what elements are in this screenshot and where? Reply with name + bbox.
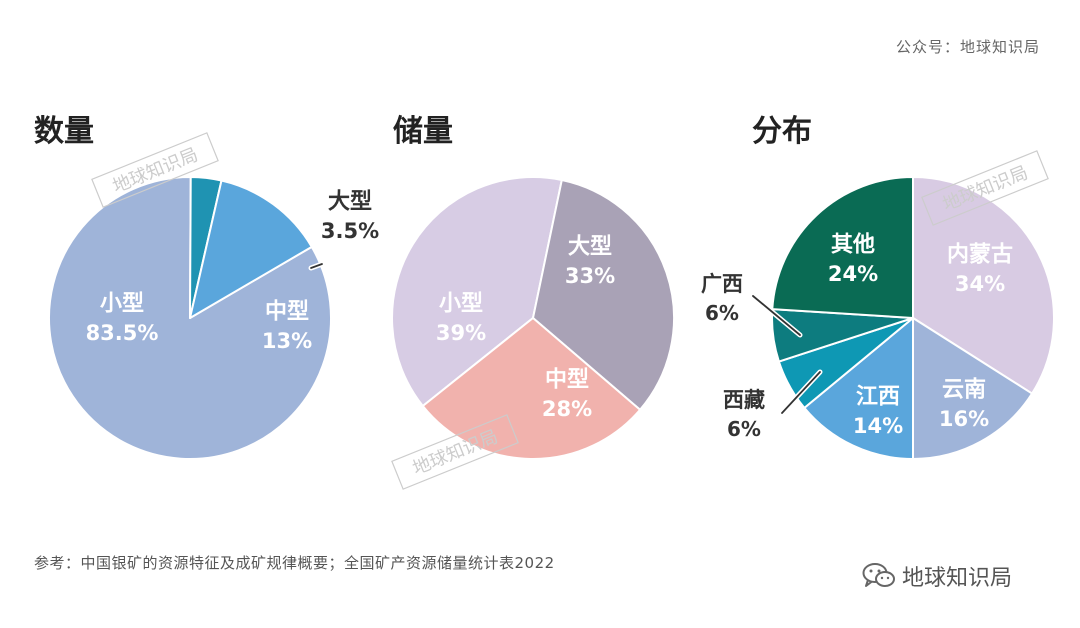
pie-0: [48, 175, 332, 460]
slice-value: 13%: [262, 329, 312, 353]
panel-title-reserves: 储量: [393, 114, 453, 149]
pie-slice: [421, 317, 642, 460]
pie-slice: [771, 176, 914, 319]
slice-value: 24%: [828, 262, 878, 286]
source-citation: 参考：中国银矿的资源特征及成矿规律概要；全国矿产资源储量统计表2022: [34, 554, 555, 572]
slice-label: 大型: [328, 190, 372, 215]
slice-value: 16%: [939, 407, 989, 431]
leader-line: [781, 371, 821, 414]
slice-value: 6%: [727, 417, 761, 441]
slice-label: 其他: [831, 233, 875, 258]
slice-label: 西藏: [723, 388, 765, 412]
slice-label: 小型: [439, 292, 483, 317]
pie-2: [771, 176, 1055, 460]
slice-label: 小型: [100, 292, 144, 317]
footer-brand: 地球知识局: [862, 560, 1012, 592]
slice-label: 中型: [265, 300, 309, 325]
header-credit: 公众号：地球知识局: [895, 38, 1040, 56]
slice-label: 云南: [942, 378, 986, 403]
slice-value: 14%: [853, 414, 903, 438]
slice-value: 28%: [542, 397, 592, 421]
slice-label: 大型: [568, 235, 612, 260]
slice-label: 江西: [856, 385, 900, 410]
leader-line: [310, 263, 323, 269]
slice-value: 6%: [705, 301, 739, 325]
pie-slice: [803, 317, 914, 460]
panel-title-count: 数量: [34, 114, 94, 149]
slice-value: 39%: [436, 321, 486, 345]
pie-slice: [189, 179, 313, 319]
slice-label: 广西: [701, 272, 743, 296]
pie-slice: [391, 176, 563, 407]
pie-slice: [532, 178, 675, 411]
brand-name: 地球知识局: [902, 566, 1013, 591]
slice-value: 3.5%: [321, 219, 379, 243]
slice-value: 33%: [565, 264, 615, 288]
slice-value: 34%: [955, 272, 1005, 296]
wechat-icon: [862, 563, 895, 587]
slice-label: 内蒙古: [947, 242, 1013, 268]
panel-title-distribution: 分布: [752, 114, 812, 149]
slice-label: 中型: [545, 368, 589, 393]
leader-line: [752, 295, 801, 336]
pie-slice: [912, 317, 1034, 460]
pie-1: [391, 176, 675, 460]
slice-value: 83.5%: [86, 321, 159, 345]
